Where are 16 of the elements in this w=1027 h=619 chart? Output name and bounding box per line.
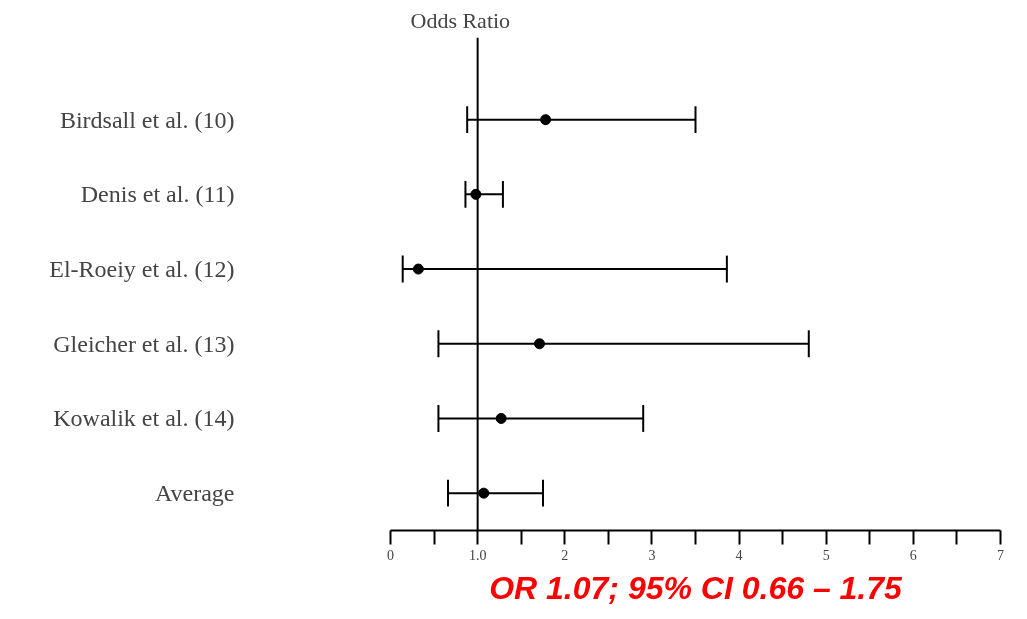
chart-title: Odds Ratio [410, 7, 511, 33]
x-tick-label: 4 [735, 547, 743, 563]
y-tick-label: Birdsall et al. (10) [59, 106, 235, 133]
x-tick-label: 5 [822, 547, 830, 563]
x-tick-label: 7 [997, 547, 1004, 563]
y-tick-label: Kowalik et al. (14) [53, 405, 235, 432]
x-tick-label: 0 [387, 547, 394, 563]
y-tick-label: Gleicher et al. (13) [53, 330, 235, 357]
y-tick-label: Denis et al. (11) [80, 181, 235, 208]
y-tick-label: Average [155, 480, 235, 507]
y-tick-label: El-Roeiy et al. (12) [49, 256, 235, 283]
x-tick-label: 6 [909, 547, 917, 563]
x-tick-label: 3 [648, 547, 656, 563]
x-tick-label: 2 [561, 547, 569, 563]
text: OR 1.07; 95% CI 0.66 – 1.75 [489, 569, 904, 606]
x-tick-label: 1.0 [468, 547, 487, 563]
